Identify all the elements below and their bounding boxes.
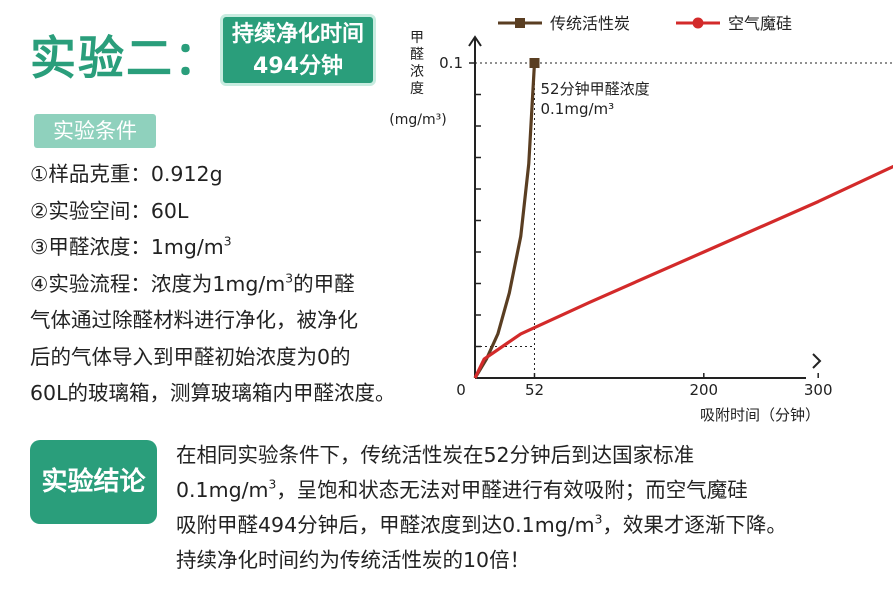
condition-item: ③甲醛浓度：1mg/m3 [30,229,450,266]
conclusion-line: 持续净化时间约为传统活性炭的10倍！ [176,543,876,578]
series-line-1 [473,164,893,379]
y-label-char: 浓 [410,64,424,80]
superscript: 3 [223,234,232,249]
conclusion-text: 在相同实验条件下，传统活性炭在52分钟后到达国家标准 0.1mg/m3，呈饱和状态… [176,438,876,578]
superscript: 3 [285,270,294,285]
y-tick-label: 0.1 [439,54,463,72]
legend-marker-0 [515,18,525,28]
legend-label-0: 传统活性炭 [550,14,630,33]
superscript: 3 [268,477,277,492]
condition-item-text: 气体通过除醛材料进行净化，被净化 [30,308,358,332]
conclusion-line-text: 0.1mg/m [176,478,269,502]
x-tick-label: 300 [804,381,833,399]
series-end-marker-0 [529,58,540,68]
conclusion-line-text-after: ，呈饱和状态无法对甲醛进行有效吸附；而空气魔硅 [276,478,748,502]
x-axis-label: 吸附时间（分钟） [700,406,820,424]
y-axis-arrow [468,35,482,47]
y-label-char: 度 [410,81,424,97]
condition-item: ②实验空间：60L [30,193,450,230]
experiment-title: 实验二： [30,31,222,85]
conclusion-line: 吸附甲醛494分钟后，甲醛浓度到达0.1mg/m3，效果才逐渐下降。 [176,508,876,543]
y-label-char: 醛 [410,47,424,63]
condition-item-text-after: 的甲醛 [293,271,355,296]
conclusion-line-text-after: ，效果才逐渐下降。 [602,513,787,537]
y-unit-label: (mg/m³) [389,112,446,128]
superscript: 3 [594,512,603,527]
x-axis-arrow [812,353,822,369]
condition-item-text: ③甲醛浓度：1mg/m [30,235,224,259]
conclusion-line: 在相同实验条件下，传统活性炭在52分钟后到达国家标准 [176,438,876,473]
condition-item-text: ②实验空间：60L [30,198,189,223]
condition-item: 后的气体导入到甲醛初始浓度为0的 [30,339,450,376]
conclusion-line: 0.1mg/m3，呈饱和状态无法对甲醛进行有效吸附；而空气魔硅 [176,473,876,508]
x-tick-label: 200 [689,381,718,399]
duration-badge: 持续净化时间 494分钟 [220,14,376,86]
x-tick-label: 52 [525,381,544,399]
condition-item: 气体通过除醛材料进行净化，被净化 [30,302,450,339]
condition-item-text: ①样品克重：0.912g [30,162,223,186]
conclusion-label: 实验结论 [30,440,157,524]
conclusion-line-text: 持续净化时间约为传统活性炭的10倍！ [176,548,531,572]
conditions-label: 实验条件 [34,114,156,148]
condition-item-text: 后的气体导入到甲醛初始浓度为0的 [30,344,351,369]
conditions-list: ①样品克重：0.912g ②实验空间：60L ③甲醛浓度：1mg/m3 ④实验流程：浓… [30,156,450,412]
annotation-line1: 52分钟甲醛浓度 [540,80,649,98]
legend-label-1: 空气魔硅 [728,14,792,33]
badge-line-1: 持续净化时间 [231,22,364,47]
conclusion-line-text: 吸附甲醛494分钟后，甲醛浓度到达0.1mg/m [176,513,595,537]
condition-item-text: ④实验流程：浓度为1mg/m [30,271,286,296]
y-label-char: 甲 [410,30,424,46]
annotation-line2: 0.1mg/m³ [540,100,614,118]
badge-line-2: 494分钟 [253,54,343,79]
x-tick-label: 0 [456,381,466,399]
condition-item: ①样品克重：0.912g [30,156,450,193]
condition-item: 60L的玻璃箱，测算玻璃箱内甲醛浓度。 [30,375,450,412]
legend-marker-1 [692,17,704,29]
conclusion-line-text: 在相同实验条件下，传统活性炭在52分钟后到达国家标准 [176,443,695,467]
condition-item: ④实验流程：浓度为1mg/m3的甲醛 [30,266,450,303]
condition-item-text: 60L的玻璃箱，测算玻璃箱内甲醛浓度。 [30,381,396,405]
